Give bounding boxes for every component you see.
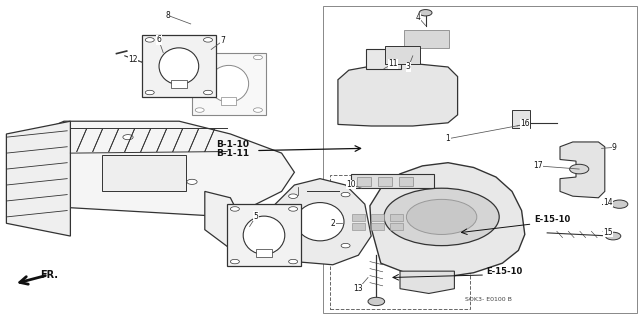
Text: B-1-10: B-1-10: [216, 140, 250, 149]
Circle shape: [419, 10, 432, 16]
Circle shape: [195, 55, 204, 60]
Circle shape: [145, 38, 154, 42]
Text: 7: 7: [220, 36, 225, 45]
Bar: [227, 204, 301, 266]
Polygon shape: [370, 163, 525, 278]
Polygon shape: [205, 191, 320, 255]
Polygon shape: [13, 121, 294, 217]
Bar: [371, 223, 384, 230]
Circle shape: [230, 207, 239, 211]
Bar: [142, 35, 216, 97]
Circle shape: [368, 297, 385, 306]
Circle shape: [187, 179, 197, 184]
Ellipse shape: [159, 48, 199, 85]
Ellipse shape: [243, 216, 285, 255]
Text: 2: 2: [330, 219, 335, 228]
Bar: [352, 214, 365, 221]
Circle shape: [195, 108, 204, 112]
Text: 16: 16: [520, 119, 530, 128]
Bar: [390, 223, 403, 230]
Bar: [371, 214, 384, 221]
Bar: [323, 6, 637, 313]
Bar: [352, 223, 365, 230]
Polygon shape: [400, 271, 454, 293]
Circle shape: [46, 167, 56, 172]
Circle shape: [253, 108, 262, 112]
Text: 6: 6: [156, 35, 161, 44]
Text: 3: 3: [406, 63, 411, 71]
Text: E-15-10: E-15-10: [534, 215, 571, 224]
Circle shape: [59, 135, 69, 140]
Circle shape: [145, 90, 154, 95]
Bar: [357, 177, 371, 186]
Circle shape: [611, 200, 628, 208]
Circle shape: [230, 259, 239, 264]
Bar: [366, 49, 401, 69]
Bar: [256, 249, 272, 257]
Text: 13: 13: [353, 284, 364, 293]
Text: FR.: FR.: [40, 270, 58, 280]
Circle shape: [289, 207, 298, 211]
Bar: [399, 177, 413, 186]
Circle shape: [289, 243, 298, 248]
Text: 8: 8: [165, 11, 170, 20]
Text: B-1-11: B-1-11: [216, 149, 250, 158]
Bar: [172, 80, 187, 88]
Text: 15: 15: [603, 228, 613, 237]
Circle shape: [204, 38, 212, 42]
Circle shape: [605, 232, 621, 240]
Bar: [404, 30, 449, 48]
Circle shape: [289, 259, 298, 264]
Text: SOK3- E0100 B: SOK3- E0100 B: [465, 297, 511, 302]
Text: 9: 9: [612, 143, 617, 152]
Circle shape: [123, 135, 133, 140]
Bar: [512, 110, 530, 128]
Circle shape: [289, 194, 298, 198]
Ellipse shape: [296, 203, 344, 241]
Bar: [390, 214, 403, 221]
Bar: [102, 155, 186, 191]
Text: 14: 14: [603, 198, 613, 207]
Bar: [330, 175, 470, 309]
Bar: [378, 177, 392, 186]
Circle shape: [384, 188, 499, 246]
Polygon shape: [6, 121, 70, 236]
Circle shape: [341, 243, 350, 248]
Polygon shape: [269, 179, 371, 265]
Text: 11: 11: [388, 59, 397, 68]
Circle shape: [570, 164, 589, 174]
Bar: [385, 46, 420, 64]
Circle shape: [204, 90, 212, 95]
Bar: [221, 97, 237, 105]
Polygon shape: [338, 64, 458, 126]
Text: 4: 4: [416, 13, 421, 22]
Text: E-15-10: E-15-10: [486, 267, 523, 276]
Circle shape: [341, 192, 350, 197]
Text: 17: 17: [532, 161, 543, 170]
Circle shape: [406, 199, 477, 234]
Bar: [351, 174, 434, 188]
Text: 12: 12: [129, 55, 138, 63]
Ellipse shape: [209, 65, 248, 102]
Bar: [192, 53, 266, 115]
Polygon shape: [560, 142, 605, 198]
Circle shape: [253, 55, 262, 60]
Text: 5: 5: [253, 212, 259, 221]
Text: 10: 10: [346, 180, 356, 189]
Text: 1: 1: [445, 134, 451, 143]
